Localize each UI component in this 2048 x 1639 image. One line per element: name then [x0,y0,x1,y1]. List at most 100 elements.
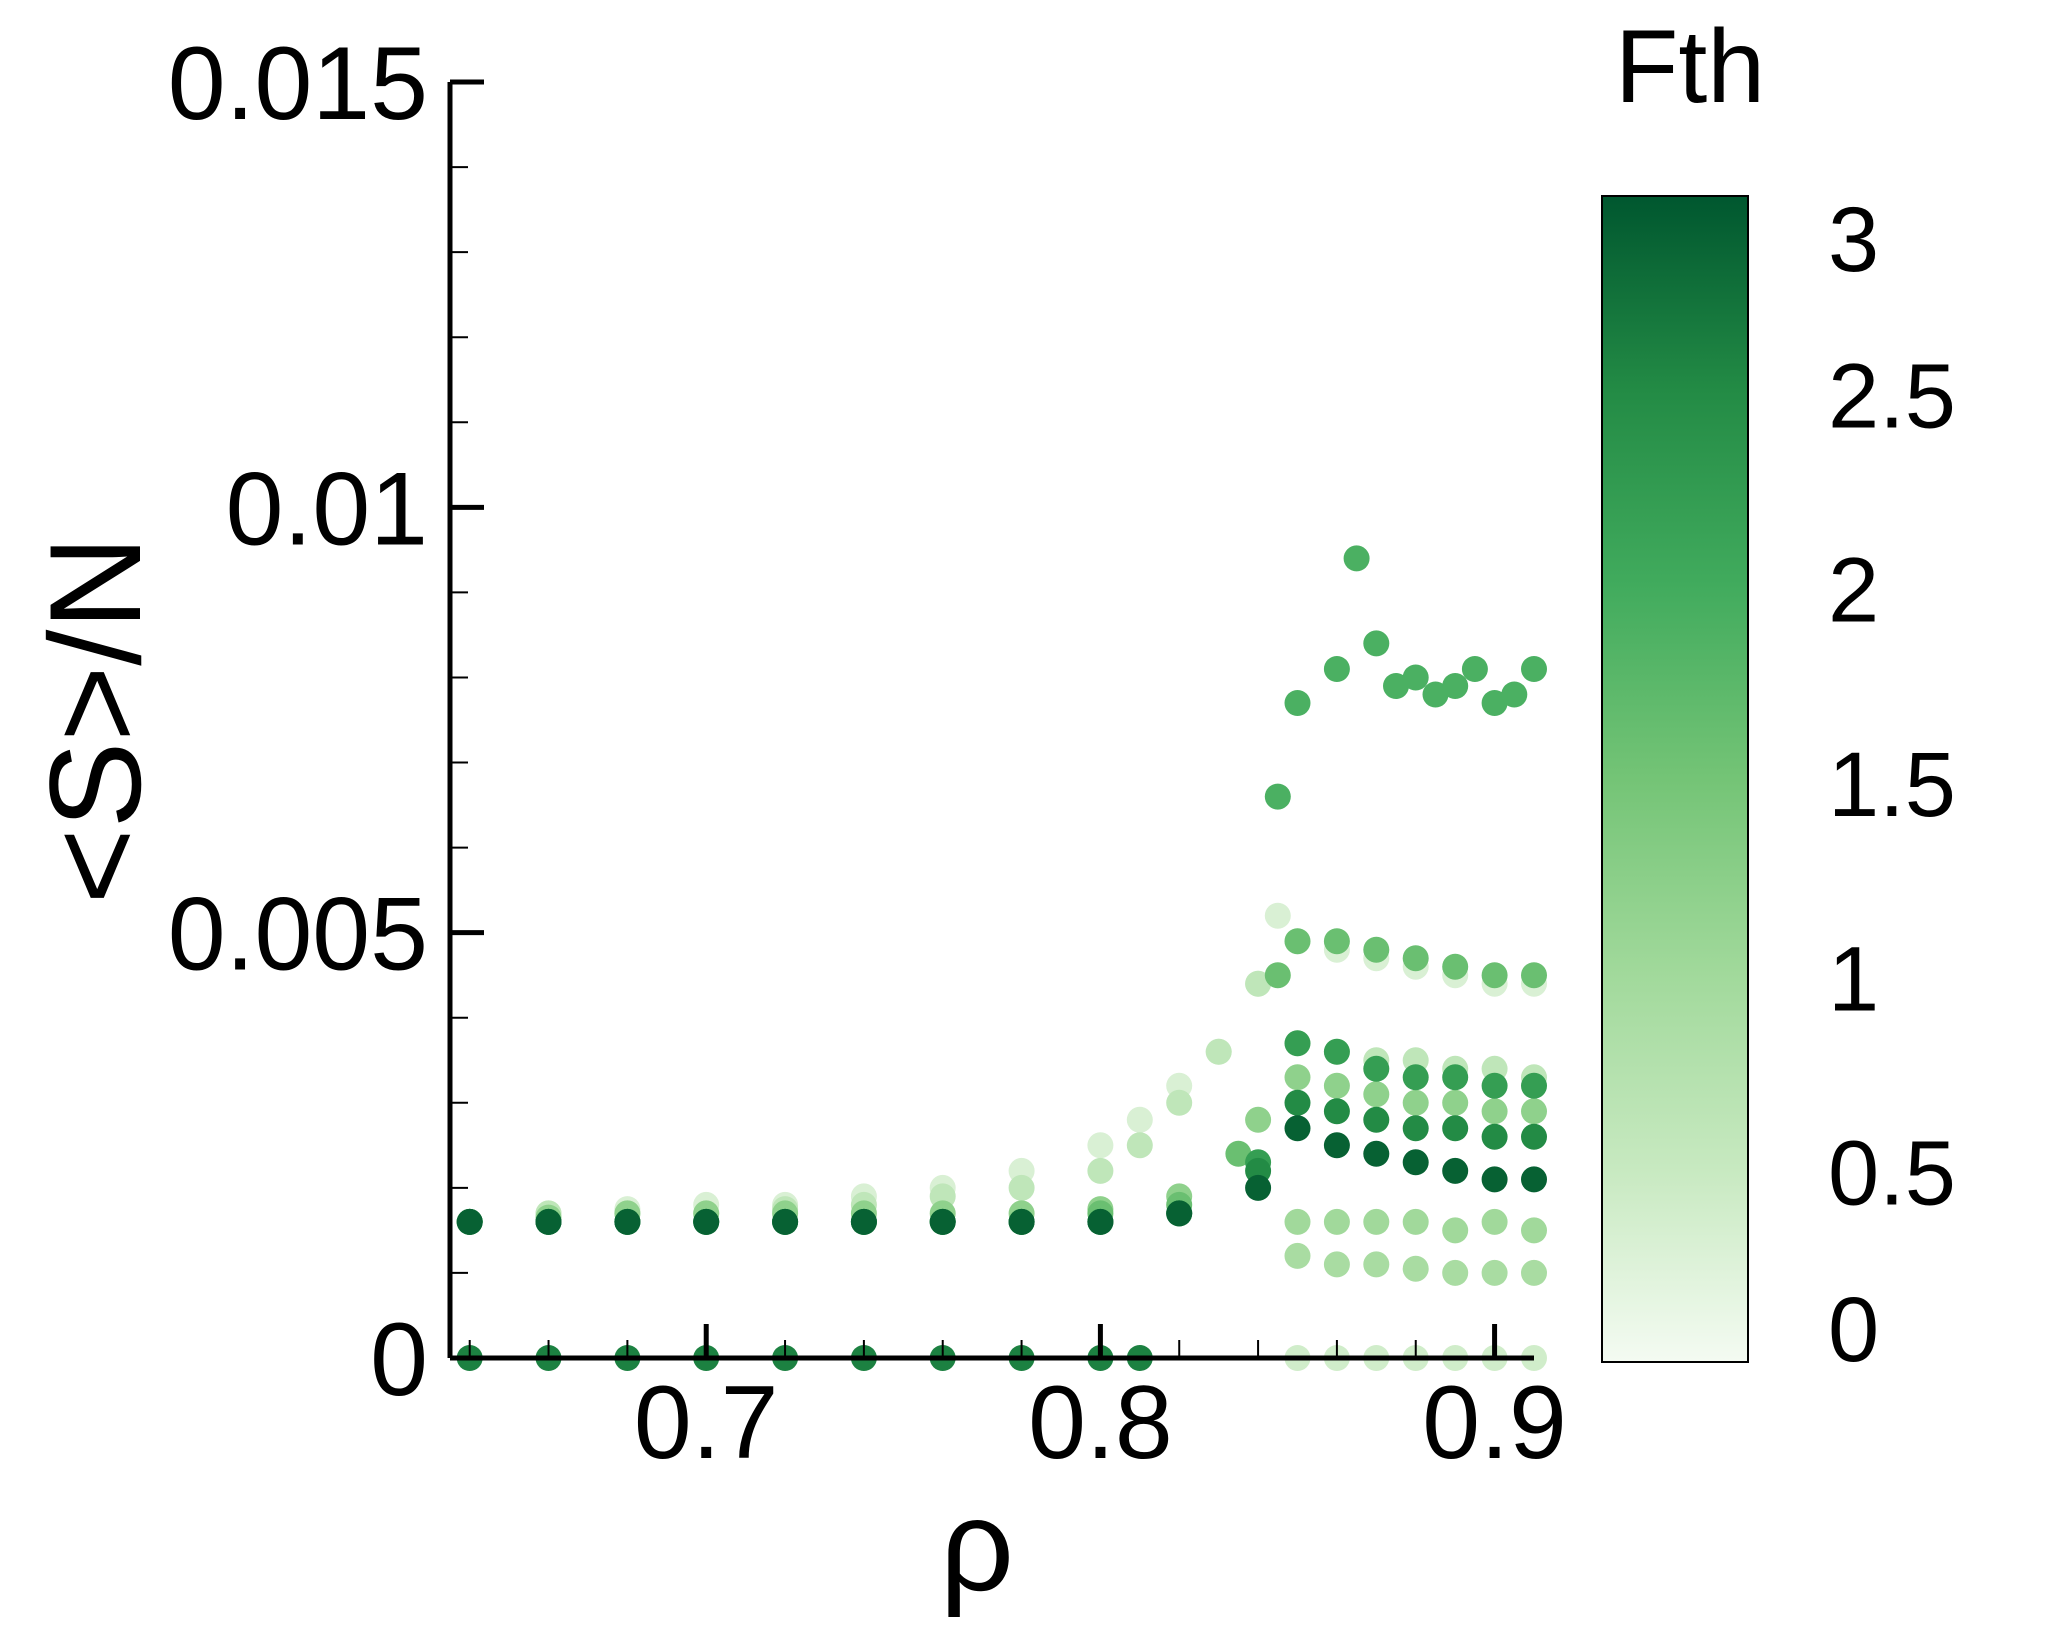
data-point [1323,1208,1350,1235]
data-point [1166,1200,1193,1227]
data-point [1284,1242,1311,1269]
y-tick-label: 0.005 [168,877,428,993]
axes: 0 0.005 0.01 0.015 0.7 0.8 0.9 [168,26,1567,1481]
data-point [1481,1123,1508,1150]
data-point [1245,1174,1272,1201]
data-point [1284,1030,1311,1057]
data-point [1264,962,1291,989]
data-point [1087,1157,1114,1184]
data-point [1501,681,1528,708]
colorbar-tick-label: 3 [1828,189,1879,291]
data-point [1481,1208,1508,1235]
data-point [1363,630,1390,657]
data-point [1284,690,1311,716]
series [456,1115,1547,1235]
data-point [1284,1064,1311,1091]
data-point [1521,1098,1547,1125]
data-point [1442,953,1469,980]
colorbar-tick-label: 1 [1828,928,1879,1030]
colorbar-tick-label: 2.5 [1828,345,1956,447]
colorbar-tick-label: 1.5 [1828,734,1956,836]
data-point [1323,1251,1350,1278]
data-point [1363,936,1390,963]
x-tick-label: 0.7 [634,1365,779,1481]
data-point [1323,656,1350,682]
data-point [1481,1072,1508,1099]
data-point [1481,690,1508,716]
data-point [1363,1251,1390,1278]
data-point [1323,1072,1350,1099]
y-axis-ticks: 0 0.005 0.01 0.015 [168,26,484,1418]
y-tick-label: 0.015 [168,26,428,142]
x-axis-ticks: 0.7 0.8 0.9 [468,1324,1567,1481]
data-point [1363,1055,1390,1082]
data-points [456,545,1547,1371]
data-point [1422,681,1449,708]
data-point [1323,928,1350,955]
data-point [1284,1208,1311,1235]
data-point [1323,1038,1350,1065]
data-point [693,1208,720,1235]
data-point [1481,1259,1508,1286]
data-point [1402,1115,1429,1142]
colorbar-tick-label: 0 [1828,1279,1879,1381]
data-point [1126,1132,1153,1159]
data-point [1245,970,1272,997]
data-point [1521,656,1547,682]
data-point [1521,1217,1547,1244]
data-point [1402,1208,1429,1235]
data-point [1363,1106,1390,1133]
data-point [1402,1255,1429,1282]
x-tick-label: 0.8 [1028,1365,1173,1481]
data-point [1383,673,1409,699]
data-point [1521,962,1547,989]
data-point [1461,656,1488,682]
data-point [1442,1157,1469,1184]
data-point [1521,1259,1547,1286]
data-point [1521,1166,1547,1193]
data-point [1442,1089,1469,1116]
data-point [1343,545,1370,572]
y-tick-label: 0 [370,1302,428,1418]
data-point [1087,1132,1114,1159]
data-point [1363,1081,1390,1108]
data-point [614,1208,641,1235]
series [1264,545,1547,810]
colorbar-gradient [1601,195,1749,1363]
data-point [1284,1115,1311,1142]
data-point [535,1208,562,1235]
data-point [1442,673,1469,699]
data-point [1363,1208,1390,1235]
data-point [1205,1038,1232,1065]
data-point [1402,1064,1429,1091]
data-point [1521,1072,1547,1099]
data-point [1402,1089,1429,1116]
data-point [1166,1089,1193,1116]
data-point [1402,664,1429,691]
series [456,928,1547,1235]
data-point [1402,1149,1429,1176]
data-point [1008,1208,1035,1235]
data-point [1402,945,1429,972]
data-point [1481,1166,1508,1193]
data-point [929,1208,956,1235]
data-point [1442,1217,1469,1244]
y-axis-label: <S>/N [22,536,168,905]
data-point [850,1208,877,1235]
data-point [1442,1259,1469,1286]
colorbar: Fth 0 0.5 1 1.5 2 2.5 3 [1601,9,1956,1381]
x-axis-label: ρ [940,1472,1014,1618]
data-point [1442,1064,1469,1091]
data-point [1264,902,1291,929]
data-point [1323,1132,1350,1159]
y-tick-label: 0.01 [226,451,428,567]
series [1284,1208,1547,1244]
data-point [772,1208,799,1235]
colorbar-tick-label: 0.5 [1828,1123,1956,1225]
data-point [1323,1098,1350,1125]
x-tick-label: 0.9 [1422,1365,1567,1481]
data-point [1521,1123,1547,1150]
data-point [1225,1140,1252,1167]
colorbar-ticks: 0 0.5 1 1.5 2 2.5 3 [1828,189,1956,1381]
data-point [1126,1106,1153,1133]
